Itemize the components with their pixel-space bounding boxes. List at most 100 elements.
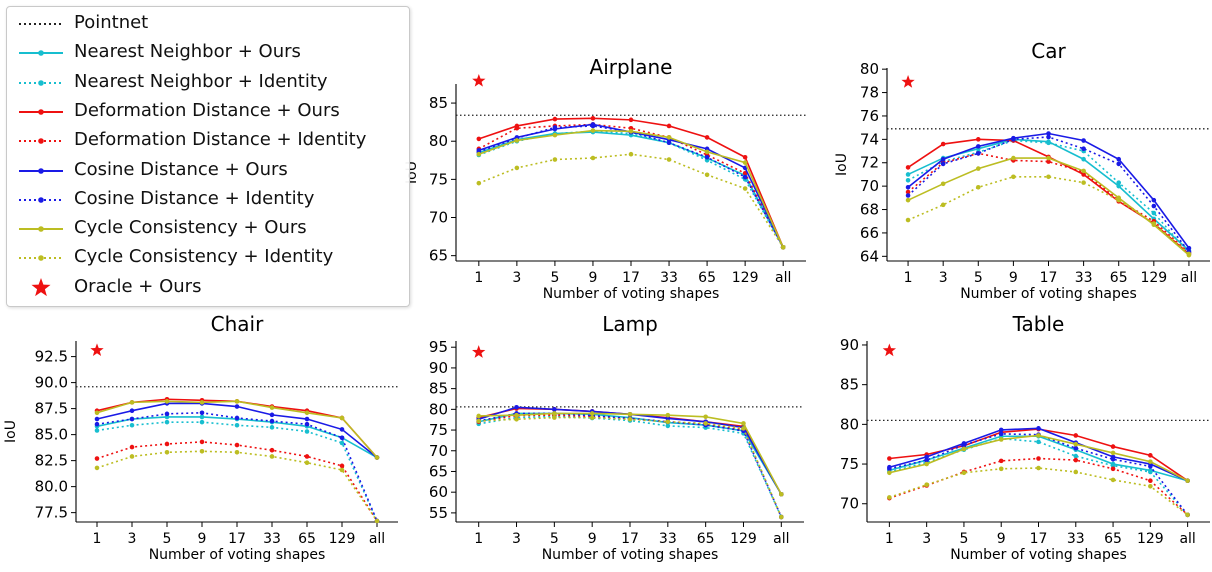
data-point	[1081, 138, 1086, 143]
data-point	[1148, 478, 1153, 484]
series-cycle-consistency-ours	[887, 433, 1190, 484]
oracle-star	[901, 75, 915, 88]
data-point	[590, 128, 596, 133]
data-point	[1011, 155, 1016, 161]
data-point	[94, 456, 100, 461]
data-point	[742, 186, 748, 191]
data-point	[741, 421, 746, 426]
data-point	[1046, 140, 1051, 146]
series-cosine-distance-ours	[476, 122, 786, 250]
legend-swatch	[19, 109, 63, 115]
series-line	[889, 467, 1189, 516]
legend-label: Nearest Neighbor + Ours	[74, 41, 301, 63]
series-cycle-consistency-identity	[887, 465, 1190, 518]
data-point	[234, 404, 240, 409]
data-point	[1073, 433, 1079, 438]
data-point	[741, 426, 746, 431]
oracle-star	[90, 343, 104, 357]
legend-item: Deformation Distance + Identity	[7, 126, 407, 155]
chart-car: Car 1 3 5 9 17 33 65 129 all Number of voting shap…	[834, 39, 1210, 302]
data-point	[1185, 512, 1190, 518]
legend-label: Cosine Distance + Ours	[74, 158, 288, 180]
y-tick-label: 80	[429, 400, 448, 418]
legend-label: Cosine Distance + Identity	[74, 187, 315, 209]
data-point	[704, 154, 710, 160]
chart-table: Table 1 3 5 9 17 33 65 129 all Number of voting sh…	[840, 312, 1210, 563]
data-point	[234, 450, 240, 455]
data-point	[998, 431, 1004, 437]
x-tick-label: 1	[885, 531, 894, 547]
legend-label: Deformation Distance + Identity	[74, 129, 367, 151]
data-point	[476, 136, 482, 142]
data-point	[590, 155, 596, 161]
x-tick-label: 129	[732, 270, 759, 286]
x-tick-label: 3	[512, 270, 521, 286]
data-point	[199, 448, 205, 454]
legend-item: Cosine Distance + Identity	[7, 185, 407, 214]
data-point	[1148, 453, 1153, 458]
data-point	[742, 154, 748, 160]
data-point	[164, 411, 170, 417]
data-point	[234, 415, 240, 421]
data-point	[339, 440, 345, 446]
oracle-star	[472, 345, 486, 358]
data-point	[887, 466, 892, 472]
chart-title: Lamp	[602, 312, 658, 336]
data-point	[339, 435, 345, 441]
legend-label: Deformation Distance + Ours	[74, 99, 340, 121]
data-point	[905, 172, 911, 177]
data-point	[304, 416, 310, 422]
x-tick-label: 3	[512, 531, 521, 547]
data-point	[1036, 456, 1041, 461]
y-tick-label: 87.5	[35, 400, 68, 418]
y-tick-label: 70	[429, 442, 448, 460]
x-tick-label: 65	[298, 531, 316, 547]
series-cycle-consistency-identity	[94, 448, 380, 524]
legend-item: Deformation Distance + Ours	[7, 97, 407, 126]
data-point	[269, 425, 275, 430]
data-point	[887, 470, 892, 476]
data-point	[1116, 161, 1122, 167]
data-point	[665, 419, 671, 425]
data-point	[665, 412, 671, 418]
y-tick-label: 65	[429, 247, 448, 265]
data-point	[1036, 439, 1041, 445]
x-tick-label: all	[369, 531, 385, 547]
data-point	[905, 193, 911, 198]
data-point	[234, 442, 240, 448]
chart-title: Table	[1012, 312, 1065, 336]
legend-item: Cosine Distance + Ours	[7, 156, 407, 185]
data-point	[552, 116, 558, 122]
x-axis-label: Number of voting shapes	[950, 547, 1127, 563]
data-point	[940, 161, 946, 167]
data-point	[905, 185, 911, 190]
series-line	[96, 411, 378, 522]
legend-item: Cycle Consistency + Identity	[7, 243, 407, 272]
data-point	[514, 165, 520, 171]
chart-title: Chair	[211, 312, 264, 336]
y-tick-label: 70	[860, 177, 879, 195]
series-line	[907, 139, 1190, 254]
x-tick-label: 65	[1104, 531, 1122, 547]
y-tick-label: 74	[860, 130, 879, 148]
y-tick-label: 80	[429, 132, 448, 150]
data-point	[887, 495, 892, 500]
series-cosine-distance-identity	[476, 123, 786, 250]
series-line	[478, 131, 784, 248]
data-point	[666, 140, 672, 146]
x-tick-label: all	[773, 531, 789, 547]
series-line	[478, 130, 784, 248]
data-point	[703, 414, 708, 420]
data-point	[1151, 203, 1157, 209]
y-tick-label: 85	[840, 376, 859, 394]
legend-label: Nearest Neighbor + Identity	[74, 70, 328, 92]
series-deformation-distance-ours	[905, 137, 1192, 257]
data-point	[129, 422, 135, 428]
data-point	[552, 407, 557, 412]
legend-label: Pointnet	[74, 12, 149, 33]
data-point	[199, 400, 205, 405]
legend-item: Nearest Neighbor + Identity	[7, 68, 407, 97]
y-tick-label: 60	[429, 483, 448, 501]
legend-swatch	[19, 226, 63, 232]
